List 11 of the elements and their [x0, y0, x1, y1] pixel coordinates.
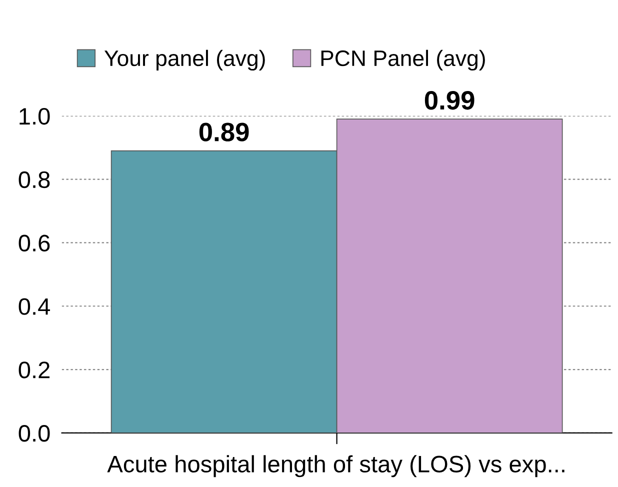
y-tick-label: 0.4 [18, 298, 50, 315]
legend-label: PCN Panel (avg) [321, 50, 485, 71]
legend-label: Your panel (avg) [104, 50, 265, 71]
data-label: 0.89 [199, 122, 249, 142]
y-tick-label: 0.6 [18, 234, 50, 252]
data-label: 0.99 [424, 91, 474, 110]
y-tick-label: 1.0 [20, 108, 50, 125]
y-tick-label: 0.0 [18, 425, 50, 442]
y-tick-label: 0.2 [18, 362, 50, 378]
y-tick-label: 0.8 [18, 171, 50, 188]
x-tick-label: Acute hospital length of stay (LOS) vs exp... [107, 455, 564, 478]
